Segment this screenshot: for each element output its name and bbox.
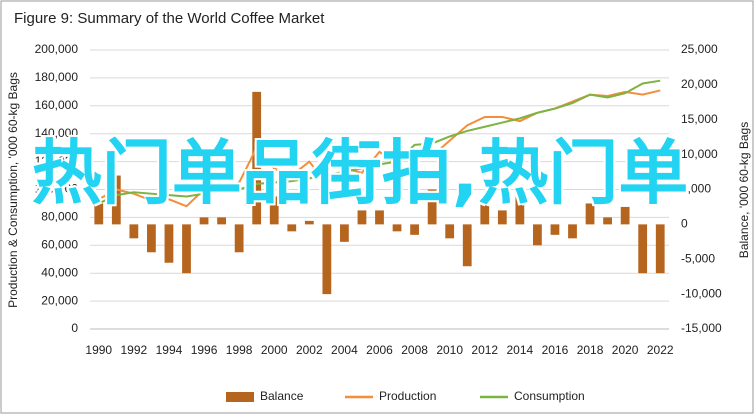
x-tick-label: 1990 bbox=[85, 343, 112, 357]
balance-bar bbox=[655, 224, 665, 274]
balance-bar bbox=[410, 224, 419, 235]
x-tick-label: 2002 bbox=[296, 343, 323, 357]
balance-bar bbox=[357, 210, 367, 225]
y2-tick-label: 15,000 bbox=[681, 112, 718, 126]
balance-bar bbox=[252, 91, 262, 225]
y2-axis-title: Balance, '000 60-kg Bags bbox=[737, 122, 751, 258]
balance-bar bbox=[550, 224, 560, 235]
y-tick-label: 40,000 bbox=[41, 265, 78, 279]
legend-label: Consumption bbox=[514, 389, 585, 403]
balance-bar bbox=[322, 224, 332, 295]
balance-bar bbox=[585, 203, 595, 225]
y-tick-label: 100,000 bbox=[35, 182, 79, 196]
legend-label: Production bbox=[379, 389, 436, 403]
x-tick-label: 2000 bbox=[261, 343, 288, 357]
balance-bar bbox=[199, 217, 209, 225]
x-tick-label: 2022 bbox=[647, 343, 674, 357]
y-tick-label: 20,000 bbox=[41, 293, 78, 307]
balance-bar bbox=[269, 196, 279, 225]
balance-bar bbox=[533, 224, 542, 246]
x-tick-label: 1998 bbox=[226, 343, 253, 357]
balance-bar bbox=[620, 206, 630, 225]
balance-bar bbox=[304, 220, 314, 225]
balance-bar bbox=[234, 224, 244, 253]
overlay-text: 热门单品街拍,热门单 bbox=[31, 132, 689, 214]
legend-swatch bbox=[226, 392, 254, 402]
y2-tick-label: 20,000 bbox=[681, 77, 718, 91]
balance-bar bbox=[340, 224, 349, 242]
balance-bar bbox=[638, 224, 648, 274]
balance-bar bbox=[568, 224, 577, 239]
x-tick-label: 2014 bbox=[507, 343, 534, 357]
y2-tick-label: -5,000 bbox=[681, 251, 715, 265]
y-tick-label: 120,000 bbox=[35, 154, 79, 168]
x-tick-label: 2008 bbox=[401, 343, 428, 357]
balance-bar bbox=[217, 217, 226, 225]
y-tick-label: 160,000 bbox=[35, 98, 79, 112]
balance-bar bbox=[392, 224, 402, 232]
y-tick-label: 140,000 bbox=[35, 126, 79, 140]
x-tick-label: 2020 bbox=[612, 343, 639, 357]
balance-bar bbox=[375, 210, 384, 225]
x-tick-label: 2006 bbox=[366, 343, 393, 357]
balance-bar bbox=[164, 224, 174, 263]
x-tick-label: 2010 bbox=[436, 343, 463, 357]
x-tick-label: 2016 bbox=[542, 343, 569, 357]
y-axis-title: Production & Consumption, '000 60-kg Bag… bbox=[6, 72, 20, 308]
balance-bar bbox=[603, 217, 612, 225]
y2-tick-label: -15,000 bbox=[681, 321, 722, 335]
y2-tick-label: 25,000 bbox=[681, 42, 718, 56]
balance-bar bbox=[129, 224, 139, 239]
balance-bar bbox=[497, 210, 507, 225]
y-tick-label: 200,000 bbox=[35, 42, 79, 56]
x-tick-label: 1992 bbox=[121, 343, 148, 357]
y-tick-label: 0 bbox=[71, 321, 78, 335]
balance-bar bbox=[182, 224, 191, 274]
balance-bar bbox=[462, 224, 472, 267]
y-tick-label: 80,000 bbox=[41, 210, 78, 224]
x-tick-label: 1994 bbox=[156, 343, 183, 357]
y2-tick-label: 10,000 bbox=[681, 147, 718, 161]
x-tick-label: 2004 bbox=[331, 343, 358, 357]
y-tick-label: 60,000 bbox=[41, 237, 78, 251]
balance-bar bbox=[147, 224, 156, 253]
x-tick-label: 2018 bbox=[577, 343, 604, 357]
y2-tick-label: 0 bbox=[681, 217, 688, 231]
legend-label: Balance bbox=[260, 389, 304, 403]
balance-bar bbox=[94, 203, 104, 225]
x-tick-label: 1996 bbox=[191, 343, 218, 357]
y2-tick-label: -10,000 bbox=[681, 286, 722, 300]
y-tick-label: 180,000 bbox=[35, 70, 79, 84]
line-consumption bbox=[98, 79, 661, 205]
chart-title: Figure 9: Summary of the World Coffee Ma… bbox=[14, 10, 325, 27]
x-tick-label: 2012 bbox=[471, 343, 498, 357]
balance-bar bbox=[111, 175, 121, 225]
balance-bar bbox=[480, 196, 490, 225]
balance-bar bbox=[427, 189, 437, 225]
balance-bar bbox=[445, 224, 455, 239]
balance-bar bbox=[515, 189, 525, 225]
y2-tick-label: 5,000 bbox=[681, 182, 711, 196]
balance-bar bbox=[287, 224, 297, 232]
